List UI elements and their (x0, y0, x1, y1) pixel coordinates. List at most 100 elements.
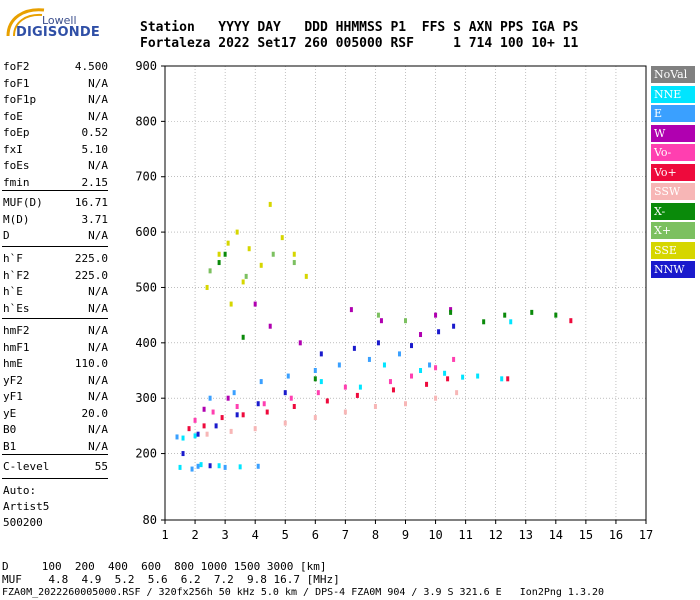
param-row: h`E N/A (3, 285, 108, 301)
param-value: 55 (94, 460, 108, 473)
data-point (446, 376, 450, 382)
x-tick-label: 14 (549, 528, 563, 542)
param-row: foF1 N/A (3, 77, 108, 93)
y-axis-ticks: 80 200 300 400 500 600 700 800 900 (135, 59, 165, 527)
param-value: 0.52 (81, 126, 109, 139)
data-point (181, 451, 185, 457)
legend-item: SSE (651, 241, 695, 259)
param-row: foF2 4.500 (3, 60, 108, 76)
data-point (253, 426, 257, 432)
y-tick-label: 900 (135, 59, 157, 73)
data-point (193, 417, 197, 423)
data-point (500, 376, 504, 382)
data-point (569, 318, 573, 324)
x-tick-label: 15 (579, 528, 593, 542)
data-point (316, 390, 320, 396)
data-point (319, 351, 323, 357)
param-label: hmE (3, 357, 23, 370)
data-point (382, 362, 386, 368)
param-label: MUF(D) (3, 196, 43, 209)
param-label: foE (3, 109, 23, 123)
y-tick-label: 600 (135, 225, 157, 239)
param-value: 110.0 (74, 357, 108, 370)
param-row: hmF2 N/A (3, 324, 108, 340)
param-row: h`Es N/A (3, 302, 108, 318)
legend-item: Vo+ (651, 163, 695, 181)
data-point (530, 309, 534, 315)
data-point (241, 412, 245, 418)
digisonde-logo: Lowell DIGISONDE (4, 4, 114, 44)
y-tick-label: 80 (143, 513, 157, 527)
data-point (343, 384, 347, 390)
x-tick-label: 5 (282, 528, 289, 542)
data-point (235, 404, 239, 409)
x-tick-label: 6 (312, 528, 319, 542)
param-label: h`F (3, 252, 23, 265)
data-point (271, 251, 275, 257)
param-label: C-level (3, 460, 50, 473)
x-tick-label: 2 (191, 528, 198, 542)
legend-item: NNE (651, 85, 695, 103)
footer-file-info: FZA0M_2022260005000.RSF / 320fx256h 50 k… (2, 587, 605, 598)
data-point (425, 381, 429, 387)
y-tick-label: 200 (135, 447, 157, 461)
param-value: 16.71 (74, 196, 108, 209)
data-point (434, 312, 438, 318)
y-tick-label: 800 (135, 114, 157, 128)
data-point (259, 262, 263, 268)
data-point (211, 409, 215, 415)
y-tick-label: 500 (135, 280, 157, 294)
param-value: N/A (88, 229, 108, 242)
param-row: fmin 2.15 (3, 176, 108, 192)
legend-item: Vo- (651, 144, 695, 161)
param-row: yF2 N/A (3, 374, 108, 390)
data-point (428, 362, 432, 368)
data-point (178, 464, 182, 470)
series-e (175, 351, 432, 472)
param-label: foEp (3, 126, 30, 139)
param-value: N/A (88, 76, 108, 90)
data-point (235, 229, 239, 235)
data-point (256, 463, 260, 469)
x-tick-label: 7 (342, 528, 349, 542)
data-point (196, 431, 200, 437)
x-axis-ticks: 1 2 3 4 5 6 7 8 9 10 11 12 13 14 15 16 17 (161, 520, 653, 542)
param-label: hmF2 (3, 324, 30, 337)
param-label: foEs (3, 159, 30, 172)
data-point (226, 395, 230, 401)
data-point (452, 323, 456, 329)
param-label: hmF1 (3, 340, 30, 354)
data-point (199, 462, 203, 468)
data-point (241, 334, 245, 340)
data-point (202, 406, 206, 412)
data-point (419, 368, 423, 374)
data-point (286, 373, 290, 379)
data-point (343, 409, 347, 415)
data-point (247, 246, 251, 252)
param-value: N/A (88, 285, 108, 298)
footer-muf-line: MUF 4.8 4.9 5.2 5.6 6.2 7.2 9.8 16.7 [MH… (2, 573, 340, 586)
data-point (226, 240, 230, 246)
chart-points (175, 201, 573, 472)
legend-item: NNW (651, 261, 695, 278)
auto-method: Artist5 (3, 500, 50, 513)
data-point (190, 466, 194, 472)
param-label: M(D) (3, 212, 30, 226)
param-row: hmE 110.0 (3, 357, 108, 373)
data-point (388, 379, 392, 385)
legend-item: X- (651, 202, 695, 220)
param-row: C-level 55 (3, 460, 108, 476)
x-tick-label: 12 (488, 528, 502, 542)
logo-text-lowell: Lowell (42, 14, 77, 27)
param-label: h`E (3, 285, 23, 298)
plot-frame (164, 65, 647, 521)
param-row: MUF(D) 16.71 (3, 196, 108, 212)
param-label: D (3, 229, 10, 242)
data-point (509, 319, 513, 325)
param-label: fxI (3, 142, 23, 156)
param-row: h`F2 225.0 (3, 269, 108, 285)
data-point (265, 409, 269, 415)
data-point (268, 323, 272, 329)
data-point (217, 251, 221, 257)
footer-distance-line: D 100 200 400 600 800 1000 1500 3000 [km… (2, 560, 327, 573)
